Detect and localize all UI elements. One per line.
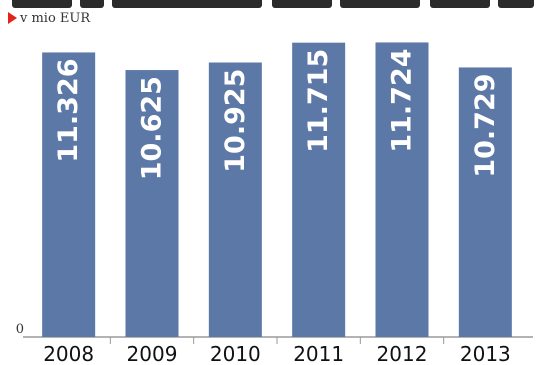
x-tick-label: 2013 <box>460 342 511 365</box>
unit-row: v mio EUR <box>8 10 90 26</box>
y-tick-label: 0 <box>16 322 24 337</box>
x-tick-label: 2011 <box>293 342 344 365</box>
x-tick-label: 2008 <box>43 342 94 365</box>
unit-label: v mio EUR <box>20 10 91 26</box>
bar <box>208 62 262 337</box>
bar <box>292 42 346 337</box>
bar-value-label: 10.729 <box>470 73 501 177</box>
bar <box>458 67 512 338</box>
red-triangle-marker-icon <box>8 12 17 24</box>
bar-value-label: 11.715 <box>303 49 334 153</box>
bar <box>125 70 179 337</box>
x-tick-label: 2009 <box>127 342 178 365</box>
x-tick-label: 2010 <box>210 342 261 365</box>
bar-value-label: 10.925 <box>220 69 251 173</box>
bar-value-label: 10.625 <box>137 76 168 180</box>
x-tick-label: 2012 <box>377 342 428 365</box>
cropped-heading-strip <box>0 0 540 9</box>
bar <box>375 42 429 337</box>
bar-value-label: 11.326 <box>53 58 84 162</box>
bar <box>42 52 96 337</box>
bar-value-label: 11.724 <box>387 48 418 152</box>
